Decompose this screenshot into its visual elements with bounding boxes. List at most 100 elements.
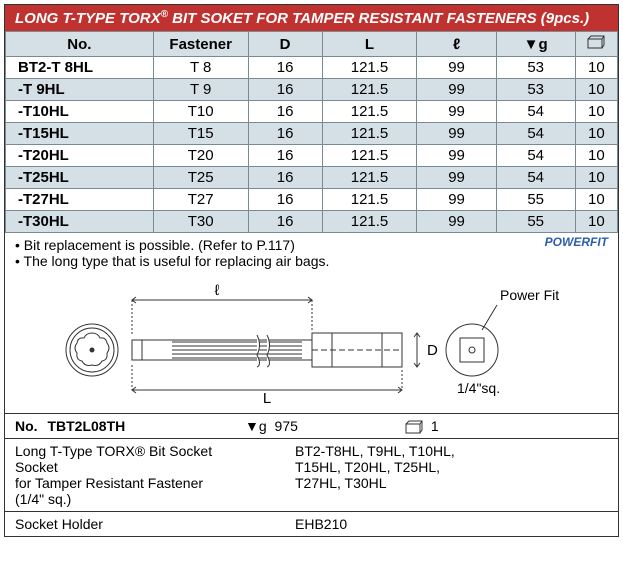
note-line-2: • The long type that is useful for repla… — [15, 253, 608, 269]
info-pkg-value: 1 — [431, 418, 439, 434]
cell-g: 54 — [496, 167, 575, 189]
cell-L: 121.5 — [322, 101, 417, 123]
cell-l: 99 — [417, 189, 496, 211]
cell-D: 16 — [248, 211, 322, 233]
cell-no: -T15HL — [6, 123, 154, 145]
cell-D: 16 — [248, 101, 322, 123]
info-pkg-cell: 1 — [395, 414, 618, 439]
info-g-label: g — [259, 418, 267, 434]
cell-g: 54 — [496, 145, 575, 167]
cell-fastener: T20 — [153, 145, 248, 167]
cell-no: -T27HL — [6, 189, 154, 211]
triangle-icon: ▼ — [245, 418, 259, 434]
info-parts-line-1: BT2-T8HL, T9HL, T10HL, — [295, 443, 608, 459]
th-pkg — [575, 32, 617, 57]
info-row-holder: Socket Holder EHB210 — [5, 512, 618, 537]
cell-no: -T10HL — [6, 101, 154, 123]
info-no-cell: No. TBT2L08TH — [5, 414, 235, 439]
cell-fastener: T 8 — [153, 57, 248, 79]
set-info-table: No. TBT2L08TH ▼g 975 1 Long T-Type TORX®… — [5, 413, 618, 536]
cell-g: 55 — [496, 189, 575, 211]
table-row: -T15HLT1516121.5995410 — [6, 123, 618, 145]
table-row: -T10HLT1016121.5995410 — [6, 101, 618, 123]
table-header-row: No. Fastener D L ℓ ▼g — [6, 32, 618, 57]
cell-pkg: 10 — [575, 79, 617, 101]
table-row: BT2-T 8HLT 816121.5995310 — [6, 57, 618, 79]
cell-fastener: T10 — [153, 101, 248, 123]
th-L: L — [322, 32, 417, 57]
th-g: ▼g — [496, 32, 575, 57]
cell-pkg: 10 — [575, 57, 617, 79]
table-row: -T25HLT2516121.5995410 — [6, 167, 618, 189]
title-reg: ® — [161, 9, 168, 20]
diagram-D-label: D — [427, 342, 438, 359]
cell-L: 121.5 — [322, 167, 417, 189]
package-icon — [587, 35, 605, 49]
th-no: No. — [6, 32, 154, 57]
cell-D: 16 — [248, 79, 322, 101]
info-holder-value: EHB210 — [235, 512, 618, 537]
table-row: -T27HLT2716121.5995510 — [6, 189, 618, 211]
spec-table: No. Fastener D L ℓ ▼g BT2-T 8HLT 816121.… — [5, 31, 618, 233]
cell-no: -T30HL — [6, 211, 154, 233]
diagram-powerfit-label: Power Fit — [500, 287, 559, 303]
cell-l: 99 — [417, 167, 496, 189]
cell-no: -T25HL — [6, 167, 154, 189]
info-row-desc: Long T-Type TORX® Bit Socket Socket for … — [5, 439, 618, 512]
cell-l: 99 — [417, 211, 496, 233]
title-bar: LONG T-TYPE TORX® BIT SOKET FOR TAMPER R… — [5, 5, 618, 31]
cell-l: 99 — [417, 101, 496, 123]
th-D: D — [248, 32, 322, 57]
info-desc-line-2: for Tamper Resistant Fastener (1/4" sq.) — [15, 475, 225, 507]
cell-pkg: 10 — [575, 145, 617, 167]
info-parts-cell: BT2-T8HL, T9HL, T10HL, T15HL, T20HL, T25… — [235, 439, 618, 512]
cell-no: -T 9HL — [6, 79, 154, 101]
cell-L: 121.5 — [322, 123, 417, 145]
cell-g: 53 — [496, 57, 575, 79]
cell-fastener: T15 — [153, 123, 248, 145]
cell-L: 121.5 — [322, 145, 417, 167]
cell-fastener: T27 — [153, 189, 248, 211]
title-suffix: BIT SOKET FOR TAMPER RESISTANT FASTENERS… — [168, 10, 589, 27]
cell-no: -T20HL — [6, 145, 154, 167]
title-torx: TORX — [119, 10, 160, 27]
info-g-cell: ▼g 975 — [235, 414, 395, 439]
cell-L: 121.5 — [322, 57, 417, 79]
cell-D: 16 — [248, 57, 322, 79]
cell-g: 54 — [496, 123, 575, 145]
cell-l: 99 — [417, 145, 496, 167]
cell-fastener: T30 — [153, 211, 248, 233]
powerfit-logo: POWERFIT — [545, 235, 608, 249]
cell-D: 16 — [248, 189, 322, 211]
cell-fastener: T25 — [153, 167, 248, 189]
cell-pkg: 10 — [575, 101, 617, 123]
diagram-sq-label: 1/4"sq. — [457, 380, 500, 396]
cell-L: 121.5 — [322, 79, 417, 101]
info-holder-label: Socket Holder — [5, 512, 235, 537]
info-desc-cell: Long T-Type TORX® Bit Socket Socket for … — [5, 439, 235, 512]
cell-l: 99 — [417, 123, 496, 145]
info-parts-line-2: T15HL, T20HL, T25HL, — [295, 459, 608, 475]
info-desc-line-1: Long T-Type TORX® Bit Socket Socket — [15, 443, 225, 475]
package-icon — [405, 420, 423, 434]
cell-pkg: 10 — [575, 211, 617, 233]
catalog-card: LONG T-TYPE TORX® BIT SOKET FOR TAMPER R… — [4, 4, 619, 537]
diagram-l-label: ℓ — [214, 282, 219, 299]
cell-g: 54 — [496, 101, 575, 123]
triangle-icon: ▼ — [524, 36, 539, 53]
th-fastener: Fastener — [153, 32, 248, 57]
cell-l: 99 — [417, 79, 496, 101]
cell-pkg: 10 — [575, 167, 617, 189]
cell-fastener: T 9 — [153, 79, 248, 101]
cell-D: 16 — [248, 145, 322, 167]
cell-l: 99 — [417, 57, 496, 79]
technical-diagram: ℓ L D Power Fit 1/4"sq. — [5, 271, 618, 413]
table-row: -T20HLT2016121.5995410 — [6, 145, 618, 167]
th-g-text: g — [539, 36, 548, 53]
cell-no: BT2-T 8HL — [6, 57, 154, 79]
diagram-svg: ℓ L D Power Fit 1/4"sq. — [32, 275, 592, 405]
cell-pkg: 10 — [575, 189, 617, 211]
info-no-label: No. — [15, 418, 38, 434]
info-no-value: TBT2L08TH — [47, 418, 125, 434]
cell-L: 121.5 — [322, 211, 417, 233]
